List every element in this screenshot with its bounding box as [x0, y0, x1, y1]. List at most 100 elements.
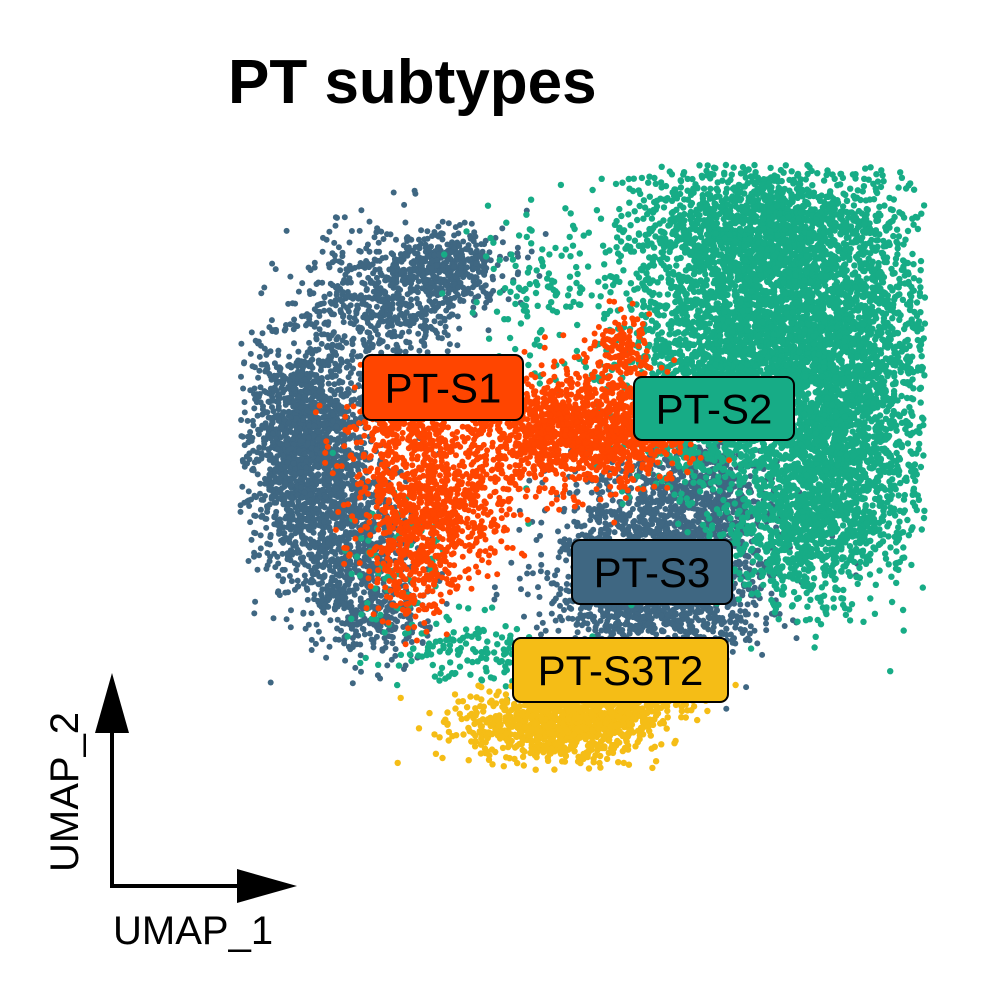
point: [315, 628, 322, 635]
point: [295, 520, 302, 527]
point: [377, 315, 384, 322]
point: [493, 591, 500, 598]
point: [282, 534, 289, 541]
point: [426, 246, 432, 253]
point: [403, 338, 410, 345]
point: [321, 504, 328, 511]
point: [280, 409, 287, 416]
point: [301, 540, 308, 547]
point: [283, 322, 289, 328]
point: [364, 241, 371, 248]
point: [421, 321, 428, 328]
point: [528, 248, 535, 255]
point: [299, 532, 306, 539]
point: [358, 207, 365, 214]
point: [346, 587, 353, 594]
point: [442, 323, 449, 330]
point: [262, 515, 269, 522]
point: [271, 387, 278, 394]
point: [257, 490, 263, 497]
point: [350, 640, 357, 647]
point: [410, 320, 417, 326]
point: [555, 528, 561, 535]
point: [293, 526, 300, 533]
point: [611, 529, 618, 536]
point: [315, 581, 322, 588]
point: [768, 590, 775, 597]
point: [336, 490, 343, 497]
point: [365, 347, 372, 354]
point: [333, 514, 340, 521]
point: [381, 290, 388, 297]
point: [326, 595, 333, 602]
point: [419, 640, 426, 646]
point: [303, 585, 310, 592]
point: [317, 367, 324, 374]
point: [355, 370, 362, 377]
point: [286, 361, 293, 368]
point: [404, 318, 411, 325]
point: [325, 477, 331, 484]
point: [338, 627, 344, 634]
point: [279, 550, 286, 557]
point: [288, 547, 295, 554]
point: [563, 557, 570, 564]
point: [353, 585, 360, 592]
point: [303, 464, 310, 471]
point: [428, 265, 435, 272]
point: [338, 525, 345, 531]
point: [330, 411, 336, 418]
point: [450, 263, 457, 270]
point: [514, 271, 521, 278]
point: [602, 520, 609, 527]
point: [431, 318, 438, 325]
point: [298, 382, 305, 388]
point: [564, 523, 571, 530]
point: [325, 358, 332, 365]
point: [280, 539, 286, 546]
point: [407, 344, 414, 351]
point: [276, 523, 283, 530]
point: [285, 408, 292, 415]
point: [247, 429, 254, 435]
point: [305, 264, 312, 271]
point: [383, 639, 390, 646]
point: [542, 627, 549, 634]
point: [262, 475, 268, 482]
point: [324, 395, 331, 402]
point: [303, 577, 310, 584]
point: [468, 220, 475, 227]
point: [475, 293, 482, 300]
point: [565, 573, 572, 580]
point: [304, 596, 311, 603]
point: [358, 445, 365, 452]
point: [332, 563, 339, 570]
point: [256, 353, 263, 360]
point: [266, 558, 273, 565]
point: [406, 328, 412, 335]
point: [399, 277, 406, 284]
point: [401, 201, 408, 208]
point: [382, 613, 389, 620]
point: [276, 391, 283, 398]
point: [269, 455, 276, 461]
point: [429, 300, 436, 306]
point: [491, 584, 498, 591]
point: [263, 351, 270, 358]
point: [275, 347, 282, 354]
point: [427, 285, 434, 292]
point: [283, 430, 290, 436]
point: [538, 561, 545, 568]
point: [356, 620, 363, 627]
point: [239, 433, 246, 440]
point: [251, 405, 258, 412]
point: [371, 256, 378, 263]
point: [431, 252, 438, 259]
point: [424, 253, 431, 260]
point: [585, 626, 592, 633]
point: [346, 362, 353, 369]
point: [328, 370, 335, 377]
point: [353, 607, 359, 614]
point: [454, 313, 461, 320]
point: [272, 466, 279, 472]
